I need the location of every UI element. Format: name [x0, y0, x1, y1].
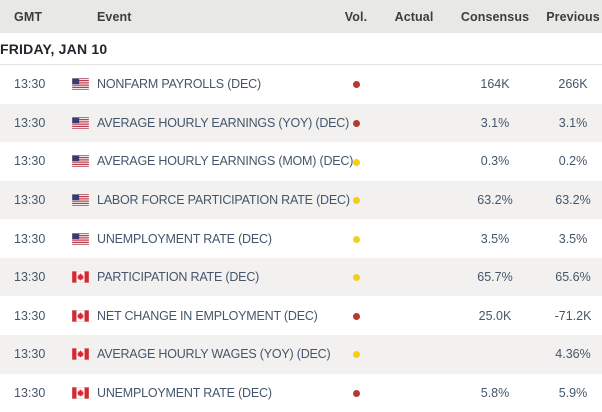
volatility-dot: [352, 197, 360, 205]
event-row[interactable]: 13:30: [0, 296, 602, 335]
event-row[interactable]: 13:30: [0, 334, 602, 374]
event-row[interactable]: 13:30: [0, 65, 602, 104]
flag-ca-icon: [72, 386, 89, 399]
previous-value: 266K: [558, 77, 588, 92]
volatility-dot: [352, 351, 360, 359]
event-row[interactable]: 13:30: [0, 257, 602, 297]
volatility-dot: [352, 389, 360, 397]
flag-ca-icon: [72, 271, 89, 284]
previous-value: 4.36%: [555, 347, 591, 362]
flag-ca-icon: [72, 348, 89, 361]
event-name: UNEMPLOYMENT RATE (DEC): [97, 231, 272, 246]
flag-ca-icon: [72, 309, 89, 322]
volatility-dot: [352, 158, 360, 166]
event-time: 13:30: [14, 385, 46, 400]
consensus-value: 65.7%: [477, 270, 513, 285]
previous-value: 0.2%: [558, 154, 588, 169]
consensus-value: 3.5%: [480, 231, 510, 246]
previous-value: 65.6%: [555, 270, 591, 285]
flag-us-icon: [72, 78, 89, 91]
event-time: 13:30: [14, 308, 46, 323]
volatility-dot: [352, 312, 360, 320]
flag-us-icon: [72, 116, 89, 129]
consensus-value: 164K: [480, 77, 510, 92]
event-time: 13:30: [14, 115, 46, 130]
volatility-dot: [352, 81, 360, 89]
column-header-actual: Actual: [394, 9, 434, 24]
event-row[interactable]: 13:30: [0, 180, 602, 220]
column-header-event: Event: [97, 9, 132, 24]
consensus-value: 3.1%: [480, 115, 510, 130]
column-header-consensus: Consensus: [460, 9, 530, 24]
event-name: AVERAGE HOURLY WAGES (YOY) (DEC): [97, 347, 331, 362]
event-time: 13:30: [14, 77, 46, 92]
volatility-dot: [352, 120, 360, 128]
flag-us-icon: [72, 193, 89, 206]
consensus-value: 0.3%: [480, 154, 510, 169]
previous-value: 63.2%: [555, 192, 591, 207]
consensus-value: 5.8%: [480, 385, 510, 400]
event-row[interactable]: 13:30: [0, 142, 602, 181]
event-name: PARTICIPATION RATE (DEC): [97, 270, 260, 285]
flag-us-icon: [72, 155, 89, 168]
column-header-previous: Previous: [546, 9, 600, 24]
event-time: 13:30: [14, 270, 46, 285]
event-name: NET CHANGE IN EMPLOYMENT (DEC): [97, 308, 318, 323]
volatility-dot: [352, 235, 360, 243]
column-header-vol: Vol.: [344, 9, 368, 24]
event-row[interactable]: 13:30: [0, 219, 602, 258]
previous-value: 5.9%: [558, 385, 588, 400]
calendar-header-row: GMT Event Vol. Actual Consensus Previous: [0, 0, 602, 33]
event-name: AVERAGE HOURLY EARNINGS (YOY) (DEC): [97, 115, 350, 130]
event-name: NONFARM PAYROLLS (DEC): [97, 77, 261, 92]
event-time: 13:30: [14, 192, 46, 207]
consensus-value: 25.0K: [478, 308, 512, 323]
date-header: FRIDAY, JAN 10: [0, 33, 602, 64]
flag-us-icon: [72, 232, 89, 245]
event-rows: 13:30: [0, 64, 602, 412]
previous-value: -71.2K: [554, 308, 592, 323]
consensus-value: 63.2%: [477, 192, 513, 207]
event-time: 13:30: [14, 154, 46, 169]
event-row[interactable]: 13:30: [0, 373, 602, 412]
volatility-dot: [352, 274, 360, 282]
date-header-label: FRIDAY, JAN 10: [0, 40, 108, 57]
previous-value: 3.5%: [558, 231, 588, 246]
event-time: 13:30: [14, 231, 46, 246]
event-time: 13:30: [14, 347, 46, 362]
column-header-gmt: GMT: [14, 9, 43, 24]
event-row[interactable]: 13:30: [0, 103, 602, 143]
event-name: LABOR FORCE PARTICIPATION RATE (DEC): [97, 192, 350, 207]
previous-value: 3.1%: [558, 115, 588, 130]
event-name: UNEMPLOYMENT RATE (DEC): [97, 385, 272, 400]
event-name: AVERAGE HOURLY EARNINGS (MOM) (DEC): [97, 154, 354, 169]
